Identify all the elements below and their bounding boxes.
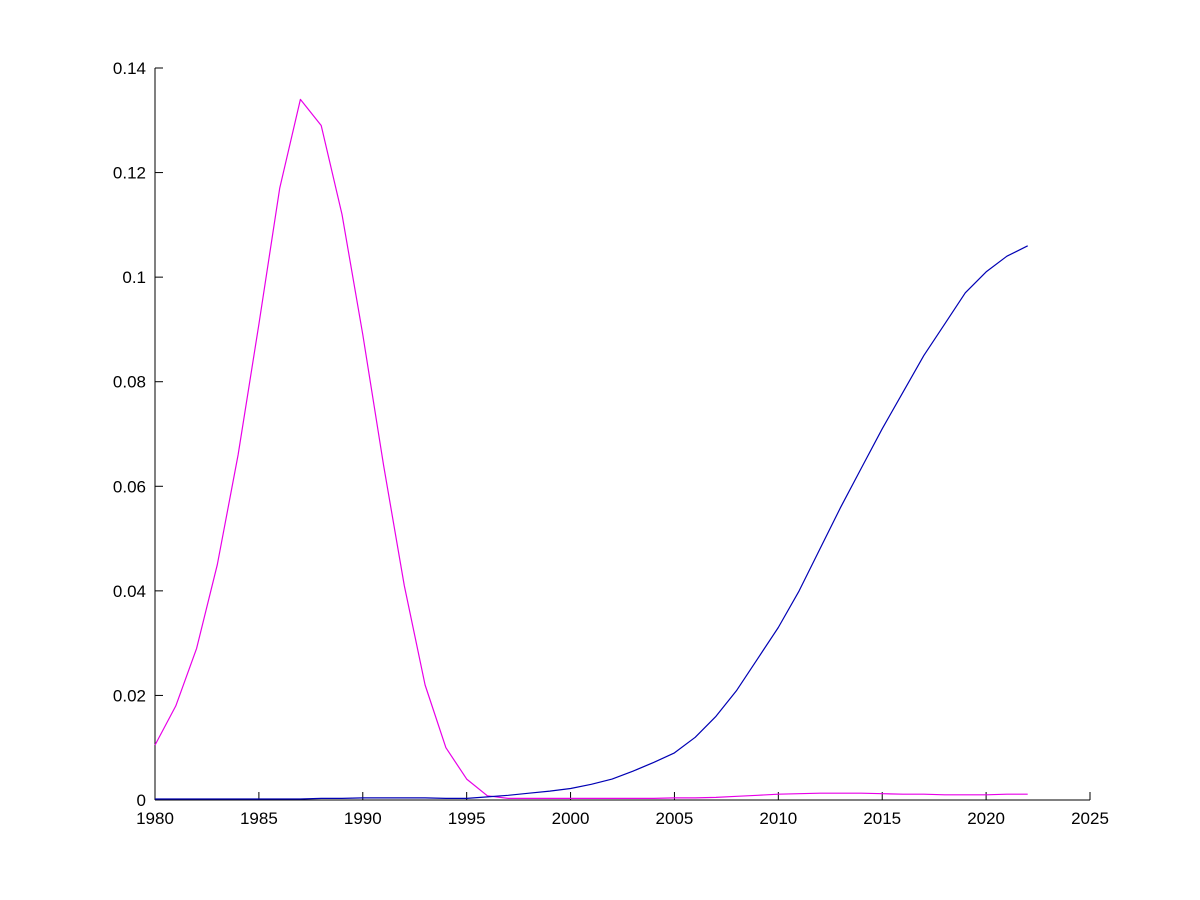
y-tick-label: 0.04 bbox=[113, 582, 146, 601]
x-tick-label: 2015 bbox=[863, 809, 901, 828]
x-tick-label: 1980 bbox=[136, 809, 174, 828]
y-tick-label: 0 bbox=[137, 791, 146, 810]
x-tick-label: 2005 bbox=[656, 809, 694, 828]
series-magenta-bell-curve bbox=[154, 98, 1028, 800]
x-tick-label: 1985 bbox=[240, 809, 278, 828]
y-tick-label: 0.14 bbox=[113, 59, 146, 78]
y-tick-label: 0.12 bbox=[113, 164, 146, 183]
x-tick-label: 1995 bbox=[448, 809, 486, 828]
x-tick-label: 2020 bbox=[967, 809, 1005, 828]
x-tick-label: 1990 bbox=[344, 809, 382, 828]
x-tick-label: 2000 bbox=[552, 809, 590, 828]
y-tick-label: 0.1 bbox=[122, 268, 146, 287]
y-tick-label: 0.08 bbox=[113, 373, 146, 392]
series-blue-rising-curve bbox=[155, 245, 1028, 800]
y-tick-label: 0.02 bbox=[113, 686, 146, 705]
x-tick-label: 2025 bbox=[1071, 809, 1109, 828]
x-tick-label: 2010 bbox=[759, 809, 797, 828]
y-tick-label: 0.06 bbox=[113, 477, 146, 496]
